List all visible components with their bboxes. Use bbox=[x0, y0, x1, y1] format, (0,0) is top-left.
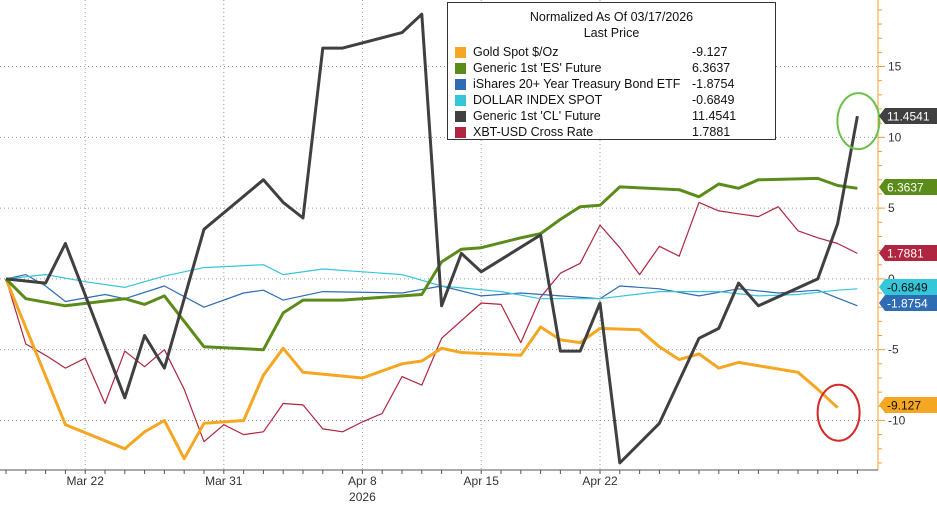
tag-background bbox=[879, 245, 937, 261]
y-tick-label: 0 bbox=[888, 272, 895, 286]
last-price-tag: 6.3637 bbox=[879, 179, 937, 195]
x-tick-label: Mar 22 bbox=[67, 474, 105, 488]
last-price-tag: 1.7881 bbox=[879, 245, 937, 261]
y-tick-label: 10 bbox=[888, 130, 902, 144]
last-price-tag: -0.6849 bbox=[879, 279, 937, 295]
tag-value: -1.8754 bbox=[887, 297, 928, 311]
x-tick-label: Apr 15 bbox=[464, 474, 500, 488]
series-line bbox=[5, 274, 858, 308]
legend-entry: Gold Spot $/Oz -9.127 bbox=[448, 44, 775, 60]
tag-value: 11.4541 bbox=[887, 110, 930, 124]
legend-label: iShares 20+ Year Treasury Bond ETF bbox=[473, 77, 681, 91]
legend-entry: Generic 1st 'ES' Future 6.3637 bbox=[448, 60, 775, 76]
tag-value: 1.7881 bbox=[887, 247, 924, 261]
tag-background bbox=[879, 279, 937, 295]
series-line bbox=[5, 12, 859, 465]
tag-value: 6.3637 bbox=[887, 181, 924, 195]
tag-background bbox=[879, 397, 937, 413]
legend-entry: iShares 20+ Year Treasury Bond ETF -1.875… bbox=[448, 76, 775, 92]
series-lines bbox=[4, 12, 859, 465]
tag-background bbox=[879, 295, 937, 311]
legend-swatch bbox=[455, 79, 466, 90]
series-line bbox=[4, 278, 839, 461]
legend-value: 11.4541 bbox=[692, 109, 737, 123]
tag-value: -9.127 bbox=[887, 399, 921, 413]
legend-label: DOLLAR INDEX SPOT bbox=[473, 93, 603, 107]
x-tick-label: Mar 31 bbox=[205, 474, 243, 488]
axes: 15 10 5 0 -5 -10 Mar 22 Mar 31 Apr 8 Apr 15 Apr 22… bbox=[0, 0, 906, 504]
legend-label: Generic 1st 'CL' Future bbox=[473, 109, 601, 123]
x-tick-label: Apr 22 bbox=[582, 474, 618, 488]
highlight-circles bbox=[816, 92, 881, 442]
y-tick-label: -10 bbox=[888, 413, 906, 427]
series-line bbox=[5, 264, 858, 300]
y-tick-label: 15 bbox=[888, 60, 902, 74]
legend-value: -1.8754 bbox=[692, 77, 735, 91]
y-tick-label: -5 bbox=[888, 343, 899, 357]
legend-value: -9.127 bbox=[692, 45, 728, 59]
last-price-tag: 11.4541 bbox=[879, 108, 937, 124]
tag-value: -0.6849 bbox=[887, 281, 928, 295]
legend-swatch bbox=[455, 63, 466, 74]
y-tick-label: 5 bbox=[888, 201, 895, 215]
last-price-tag: -1.8754 bbox=[879, 295, 937, 311]
last-price-tags: -9.127 6.3637 -1.8754 -0.6849 11.4541 1.7881 bbox=[879, 108, 937, 413]
tag-background bbox=[879, 108, 937, 124]
legend-swatch bbox=[455, 127, 466, 138]
last-price-tag: -9.127 bbox=[879, 397, 937, 413]
series-line bbox=[4, 176, 858, 352]
legend-swatch bbox=[455, 95, 466, 106]
legend: Normalized As Of 03/17/2026 Last Price G… bbox=[447, 2, 776, 140]
legend-value: -0.6849 bbox=[692, 93, 735, 107]
legend-label: Gold Spot $/Oz bbox=[473, 45, 559, 59]
legend-value: 6.3637 bbox=[692, 61, 731, 75]
legend-entry: XBT-USD Cross Rate 1.7881 bbox=[448, 124, 775, 140]
legend-entry: DOLLAR INDEX SPOT -0.6849 bbox=[448, 92, 775, 108]
legend-entry: Generic 1st 'CL' Future 11.4541 bbox=[448, 108, 775, 124]
tag-background bbox=[879, 179, 937, 195]
chart-title: Normalized As Of 03/17/2026 bbox=[529, 10, 694, 24]
series-line bbox=[5, 201, 858, 443]
legend-items: Gold Spot $/Oz -9.127 Generic 1st 'ES' Fut… bbox=[448, 44, 775, 140]
legend-value: 1.7881 bbox=[692, 125, 731, 139]
highlight-circle bbox=[816, 383, 861, 442]
chart-subtitle: Last Price bbox=[583, 26, 640, 40]
legend-swatch bbox=[455, 47, 466, 58]
legend-label: Generic 1st 'ES' Future bbox=[473, 61, 602, 75]
highlight-circle bbox=[836, 92, 881, 151]
legend-swatch bbox=[455, 111, 466, 122]
x-tick-label: Apr 8 bbox=[348, 474, 377, 488]
x-year-label: 2026 bbox=[349, 490, 376, 504]
legend-label: XBT-USD Cross Rate bbox=[473, 125, 594, 139]
